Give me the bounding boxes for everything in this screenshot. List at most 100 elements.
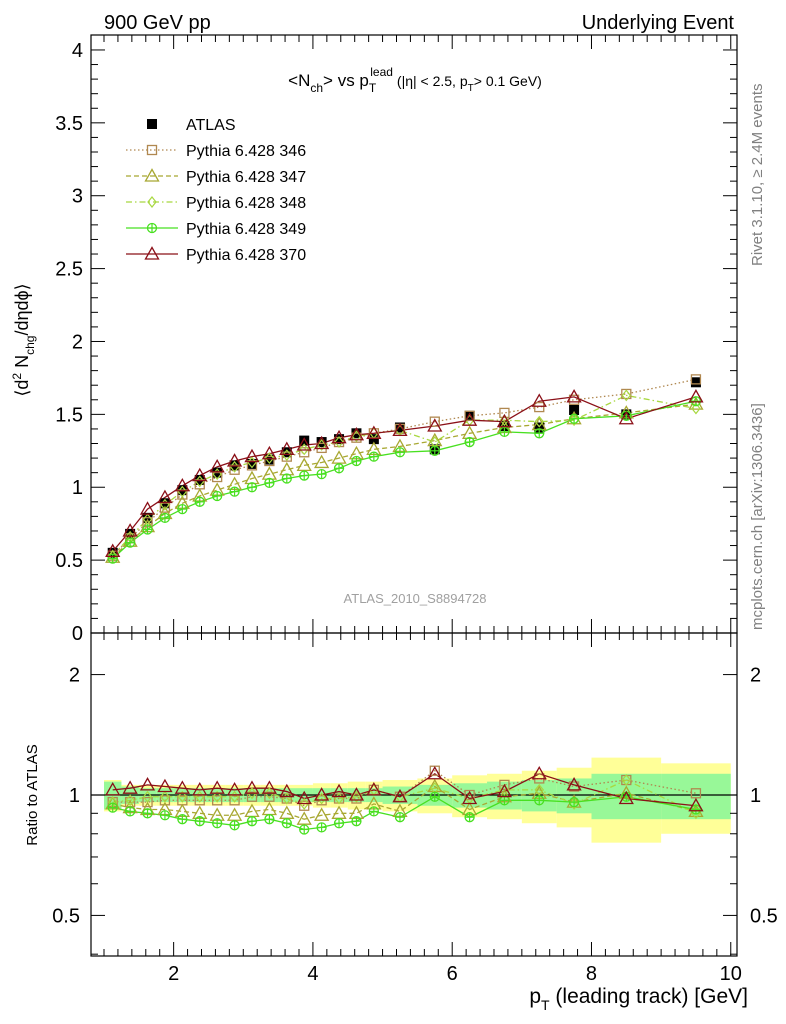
ratio-point bbox=[333, 818, 345, 829]
ratio-point bbox=[159, 810, 171, 821]
xtick-label: 2 bbox=[168, 963, 179, 985]
data-point bbox=[568, 394, 580, 405]
ratio-point bbox=[296, 790, 312, 805]
data-point bbox=[314, 435, 330, 450]
ratio-ytick-label: 2 bbox=[69, 665, 80, 687]
data-point bbox=[282, 449, 292, 462]
ratio-series-line bbox=[112, 779, 697, 814]
ratio-point bbox=[394, 812, 406, 823]
legend-marker bbox=[144, 246, 160, 260]
data-point bbox=[690, 374, 702, 385]
main-ytick-label: 3.5 bbox=[55, 113, 83, 135]
header-right: Underlying Event bbox=[582, 12, 735, 34]
data-point bbox=[569, 404, 580, 415]
ratio-point bbox=[194, 816, 205, 827]
ratio-point bbox=[464, 812, 475, 823]
data-point bbox=[314, 454, 330, 469]
x-axis-label: pT (leading track) [GeV] bbox=[529, 985, 748, 1013]
ratio-point bbox=[368, 806, 380, 817]
ratio-point bbox=[534, 795, 545, 806]
data-point bbox=[429, 416, 440, 427]
ratio-point bbox=[226, 807, 243, 821]
series-line bbox=[112, 396, 697, 552]
data-point bbox=[316, 439, 327, 451]
ratio-point bbox=[264, 787, 275, 800]
ratio-ylabel: Ratio to ATLAS bbox=[24, 744, 41, 845]
ratio-point bbox=[212, 790, 222, 803]
ratio-point bbox=[392, 788, 408, 803]
data-point bbox=[299, 470, 310, 481]
ratio-point bbox=[351, 790, 362, 803]
legend-marker bbox=[144, 168, 160, 182]
data-point bbox=[534, 401, 545, 413]
data-point bbox=[427, 418, 443, 432]
legend-entry: Pythia 6.428 346 bbox=[186, 143, 306, 160]
main-ytick-label: 1 bbox=[72, 477, 83, 499]
ratio-point bbox=[160, 790, 170, 803]
data-point bbox=[688, 389, 704, 403]
ratio-point bbox=[299, 800, 310, 811]
ratio-point bbox=[264, 814, 275, 825]
ratio-point bbox=[194, 795, 205, 806]
legend-marker bbox=[147, 119, 157, 129]
ratio-point bbox=[124, 806, 136, 817]
ratio-point bbox=[142, 796, 153, 808]
ratio-point bbox=[316, 822, 327, 833]
data-point bbox=[124, 537, 136, 548]
xtick-label: 4 bbox=[307, 963, 318, 985]
xtick-label: 10 bbox=[720, 963, 742, 985]
data-point bbox=[177, 485, 188, 498]
ratio-point bbox=[531, 765, 547, 780]
main-ytick-label: 2 bbox=[72, 331, 83, 353]
data-point bbox=[316, 468, 327, 480]
data-point bbox=[316, 437, 327, 448]
ratio-point bbox=[331, 783, 347, 798]
data-point bbox=[427, 432, 443, 447]
data-point bbox=[122, 523, 138, 537]
data-point bbox=[244, 448, 260, 463]
main-panel: 0 0.5 1 1.5 2 2.5 3 3.5 4 <Nch> vs pTlead(|η| < … bbox=[10, 34, 738, 645]
data-point bbox=[159, 512, 171, 523]
main-ytick-label: 0 bbox=[72, 623, 83, 645]
data-point bbox=[142, 524, 153, 535]
data-point bbox=[534, 428, 545, 439]
main-ytick-label: 2.5 bbox=[55, 259, 83, 281]
ratio-ytick-label-right: 2 bbox=[750, 665, 761, 687]
data-point bbox=[177, 503, 188, 515]
ratio-point bbox=[464, 789, 475, 801]
data-point bbox=[331, 429, 347, 444]
xtick-label: 6 bbox=[447, 963, 458, 985]
data-point bbox=[461, 412, 478, 426]
data-point bbox=[461, 425, 478, 439]
main-ytick-label: 3 bbox=[72, 186, 83, 208]
data-point bbox=[105, 543, 121, 558]
ratio-point bbox=[226, 782, 243, 796]
ratio-point bbox=[177, 814, 188, 825]
ratio-point bbox=[351, 816, 362, 827]
side-label-rivet: Rivet 3.1.10, ≥ 2.4M events bbox=[749, 84, 766, 267]
ratio-point bbox=[316, 792, 327, 805]
data-point bbox=[229, 486, 240, 497]
data-point bbox=[464, 436, 475, 448]
data-point bbox=[107, 553, 118, 564]
data-point bbox=[394, 422, 405, 433]
data-point bbox=[279, 441, 295, 455]
data-point bbox=[247, 456, 257, 469]
ratio-point bbox=[427, 778, 443, 793]
ratio-point bbox=[299, 797, 309, 810]
data-point bbox=[351, 455, 362, 467]
data-point bbox=[229, 460, 240, 473]
data-point bbox=[264, 454, 275, 465]
data-point bbox=[261, 445, 278, 460]
series-line bbox=[112, 378, 697, 557]
data-point bbox=[212, 471, 223, 483]
data-point bbox=[246, 482, 258, 493]
ratio-point bbox=[461, 790, 478, 805]
ratio-point bbox=[688, 797, 704, 812]
data-point bbox=[299, 443, 309, 456]
ratio-point bbox=[209, 780, 225, 794]
xtick-label: 8 bbox=[586, 963, 597, 985]
side-label-mcplots: mcplots.cern.ch [arXiv:1306.3436] bbox=[749, 403, 766, 630]
data-point bbox=[496, 413, 513, 428]
ratio-point bbox=[229, 820, 240, 831]
